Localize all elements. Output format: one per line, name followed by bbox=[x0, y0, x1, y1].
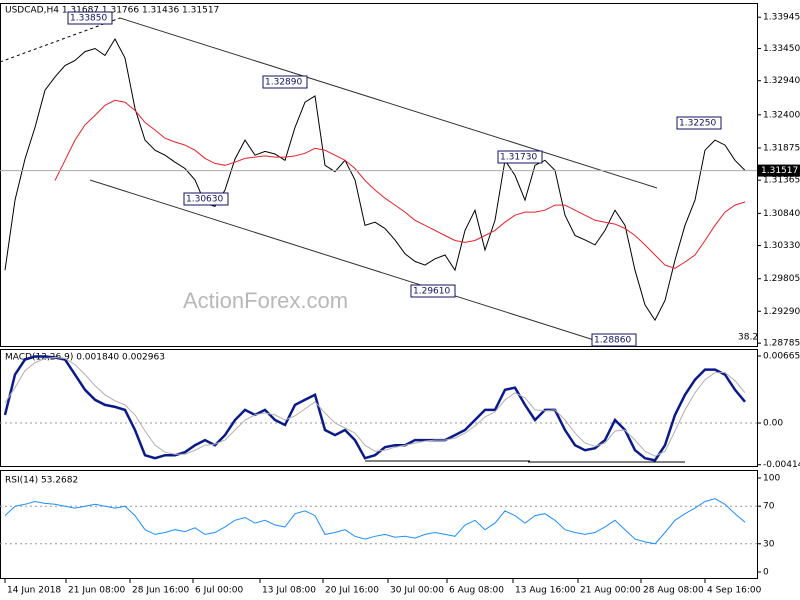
series-line bbox=[4, 37, 746, 322]
x-tick-label: 4 Sep 16:00 bbox=[707, 586, 762, 596]
y-tick-label: 70 bbox=[763, 502, 775, 512]
annotation: 1.33850 bbox=[70, 14, 107, 24]
series-line bbox=[3, 355, 746, 462]
annotation-box bbox=[183, 192, 229, 206]
annotation: 38.2 bbox=[738, 333, 758, 343]
y-tick-label: 1.31365 bbox=[763, 176, 800, 186]
x-tick-label: 21 Aug 00:00 bbox=[580, 586, 641, 596]
y-tick-label: 1.29805 bbox=[763, 274, 800, 284]
annotation: 1.28860 bbox=[594, 336, 631, 346]
y-tick-label: 1.30330 bbox=[763, 241, 800, 251]
y-tick-label: 100 bbox=[763, 473, 780, 483]
y-tick-label: 1.32400 bbox=[763, 110, 800, 120]
series-line bbox=[4, 498, 746, 545]
price-frame bbox=[0, 3, 758, 347]
price-title: USDCAD,H4 1.31687 1.31766 1.31436 1.3151… bbox=[5, 6, 219, 16]
x-tick-label: 30 Jul 00:00 bbox=[390, 586, 444, 596]
annotation-box bbox=[67, 11, 113, 25]
series-line bbox=[54, 99, 746, 269]
x-tick-label: 13 Aug 16:00 bbox=[515, 586, 576, 596]
last-price-box bbox=[758, 164, 800, 177]
x-tick-label: 28 Aug 08:00 bbox=[643, 586, 704, 596]
series-line bbox=[4, 356, 746, 457]
y-tick-label: 1.31875 bbox=[763, 143, 800, 153]
macd-title: MACD(12,26,9) 0.001840 0.002963 bbox=[5, 353, 165, 363]
x-tick-label: 13 Jul 08:00 bbox=[262, 586, 316, 596]
y-tick-label: 0.006651 bbox=[763, 352, 800, 362]
x-tick-label: 20 Jul 16:00 bbox=[325, 586, 379, 596]
annotation-box bbox=[262, 75, 308, 89]
macd-frame bbox=[0, 349, 758, 467]
channel-lower bbox=[89, 179, 595, 341]
watermark: ActionForex.com bbox=[183, 288, 348, 313]
x-tick-label: 6 Jul 00:00 bbox=[195, 586, 244, 596]
x-tick-label: 21 Jun 08:00 bbox=[68, 586, 125, 596]
trend-line bbox=[0, 17, 121, 63]
y-tick-label: 30 bbox=[763, 539, 775, 549]
annotation: 1.32250 bbox=[679, 119, 716, 129]
y-tick-label: -0.004145 bbox=[763, 460, 800, 470]
rsi-frame bbox=[0, 470, 758, 579]
x-tick-label: 14 Jun 2018 bbox=[7, 586, 61, 596]
x-tick-label: 28 Jun 16:00 bbox=[132, 586, 189, 596]
annotation-box bbox=[676, 116, 722, 130]
y-tick-label: 1.33945 bbox=[763, 13, 800, 23]
annotation-box bbox=[410, 284, 456, 298]
y-tick-label: 1.29290 bbox=[763, 307, 800, 317]
annotation: 1.32890 bbox=[265, 78, 302, 88]
channel-upper bbox=[119, 17, 658, 189]
annotation: 1.30630 bbox=[186, 195, 223, 205]
y-tick-label: 0 bbox=[763, 567, 769, 577]
annotation: 1.31730 bbox=[500, 153, 537, 163]
annotation: 1.29610 bbox=[413, 287, 450, 297]
y-tick-label: 1.32940 bbox=[763, 76, 800, 86]
y-tick-label: 1.28785 bbox=[763, 339, 800, 349]
y-tick-label: 1.30840 bbox=[763, 209, 800, 219]
annotation-box bbox=[497, 150, 543, 164]
rsi-title: RSI(14) 53.2682 bbox=[5, 476, 78, 486]
y-tick-label: 1.33450 bbox=[763, 44, 800, 54]
x-tick-label: 6 Aug 08:00 bbox=[449, 586, 504, 596]
y-tick-label: 0.00 bbox=[763, 418, 783, 428]
last-price-label: 1.31517 bbox=[761, 166, 798, 176]
annotation-box bbox=[591, 333, 637, 347]
